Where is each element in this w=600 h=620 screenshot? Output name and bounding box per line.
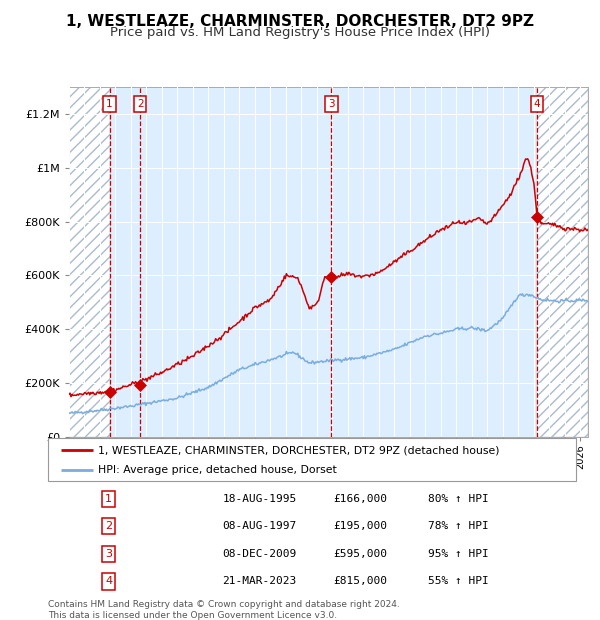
Text: 3: 3: [105, 549, 112, 559]
Text: 1, WESTLEAZE, CHARMINSTER, DORCHESTER, DT2 9PZ (detached house): 1, WESTLEAZE, CHARMINSTER, DORCHESTER, D…: [98, 445, 500, 455]
Text: 08-AUG-1997: 08-AUG-1997: [222, 521, 296, 531]
Text: 95% ↑ HPI: 95% ↑ HPI: [428, 549, 489, 559]
Text: 2: 2: [105, 521, 112, 531]
Text: 08-DEC-2009: 08-DEC-2009: [222, 549, 296, 559]
Bar: [69, 87, 110, 437]
Text: Price paid vs. HM Land Registry's House Price Index (HPI): Price paid vs. HM Land Registry's House …: [110, 26, 490, 39]
Text: 18-AUG-1995: 18-AUG-1995: [222, 494, 296, 503]
Text: 78% ↑ HPI: 78% ↑ HPI: [428, 521, 489, 531]
Text: 1: 1: [106, 99, 113, 109]
Text: £166,000: £166,000: [333, 494, 387, 503]
Text: £195,000: £195,000: [333, 521, 387, 531]
Text: 21-MAR-2023: 21-MAR-2023: [222, 577, 296, 587]
Text: 1: 1: [105, 494, 112, 503]
Bar: [537, 87, 588, 437]
Text: 2: 2: [137, 99, 143, 109]
Text: 80% ↑ HPI: 80% ↑ HPI: [428, 494, 489, 503]
Text: 55% ↑ HPI: 55% ↑ HPI: [428, 577, 489, 587]
Text: Contains HM Land Registry data © Crown copyright and database right 2024.
This d: Contains HM Land Registry data © Crown c…: [48, 600, 400, 619]
Text: £595,000: £595,000: [333, 549, 387, 559]
Text: 4: 4: [534, 99, 541, 109]
Text: 3: 3: [328, 99, 335, 109]
FancyBboxPatch shape: [48, 438, 576, 480]
Text: 4: 4: [105, 577, 112, 587]
Text: HPI: Average price, detached house, Dorset: HPI: Average price, detached house, Dors…: [98, 465, 337, 475]
Text: £815,000: £815,000: [333, 577, 387, 587]
Text: 1, WESTLEAZE, CHARMINSTER, DORCHESTER, DT2 9PZ: 1, WESTLEAZE, CHARMINSTER, DORCHESTER, D…: [66, 14, 534, 29]
